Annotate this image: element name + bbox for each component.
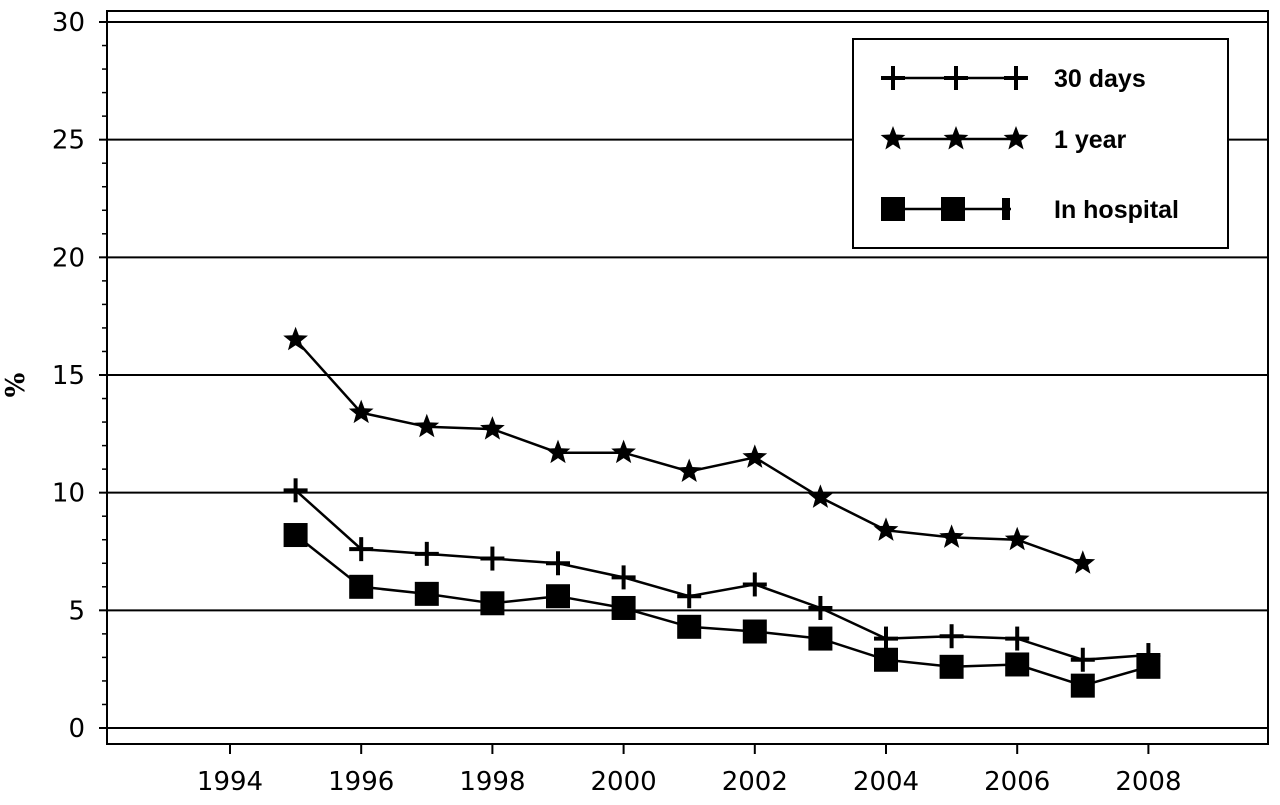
x-tick-label: 2004 (853, 767, 919, 797)
data-point-square (939, 654, 964, 679)
data-point-star (414, 413, 440, 438)
legend-label: In hospital (1054, 196, 1179, 224)
x-tick-label: 1998 (459, 767, 525, 797)
data-point-plus (1005, 626, 1030, 651)
x-tick-label: 2002 (722, 767, 788, 797)
data-point-star (939, 524, 964, 548)
legend-marker (941, 197, 965, 221)
data-point-star (676, 458, 702, 482)
series-in-hospital (283, 523, 1161, 698)
data-point-plus (611, 565, 636, 590)
x-tick-label: 2006 (984, 767, 1050, 797)
data-point-star (283, 326, 308, 351)
y-tick-label: 30 (52, 8, 85, 38)
data-point-star (873, 517, 899, 541)
data-point-square (874, 647, 898, 672)
data-point-square (480, 591, 505, 616)
legend-marker (944, 66, 968, 90)
data-point-plus (939, 624, 964, 649)
y-tick-label: 5 (68, 596, 85, 626)
legend-marker (881, 197, 905, 221)
data-point-plus (874, 626, 898, 651)
data-point-star (742, 444, 768, 468)
data-point-star (545, 439, 571, 464)
y-tick-label: 10 (52, 479, 85, 509)
data-point-plus (480, 546, 505, 571)
legend: 30 days 1 year In hospital (852, 38, 1229, 249)
data-point-square (1070, 673, 1095, 698)
grid-layer (107, 21, 1268, 729)
data-point-square (283, 523, 308, 548)
legend-marker (880, 126, 906, 150)
data-point-square (349, 574, 374, 599)
data-point-plus (349, 537, 374, 562)
data-point-plus (1070, 647, 1095, 672)
y-tick-label: 25 (52, 126, 85, 156)
data-point-square (414, 581, 439, 606)
series-line (294, 338, 1084, 565)
series-30-days (283, 478, 1161, 672)
legend-label: 1 year (1054, 126, 1127, 154)
legend-marker (1003, 126, 1029, 150)
plot-frame (106, 10, 1269, 745)
axis-layer: 0 5 10 15 20 25 30 1994 1996 1998 2000 2002 2004 2006… (1, 8, 1269, 797)
legend-marker (881, 66, 905, 90)
data-point-square (808, 626, 833, 651)
y-tick-label: 15 (52, 361, 85, 391)
data-point-square (1136, 654, 1161, 679)
data-point-square (742, 619, 767, 644)
data-point-plus (677, 584, 702, 609)
data-point-plus (546, 551, 570, 576)
x-tick-label: 2000 (591, 767, 657, 797)
data-point-plus (808, 595, 833, 620)
series-line (294, 489, 1149, 662)
data-point-square (546, 584, 570, 609)
data-point-star (1004, 526, 1030, 551)
data-point-square (1005, 652, 1030, 677)
y-tick-label: 0 (68, 714, 85, 744)
series-layer (283, 326, 1161, 698)
data-point-star (480, 416, 505, 440)
legend-item: 1 year (880, 126, 1127, 154)
data-point-plus (742, 572, 767, 597)
legend-item: 30 days (881, 65, 1146, 93)
data-point-star (611, 439, 636, 464)
series-1-year (283, 326, 1096, 574)
data-point-square (611, 595, 636, 620)
x-tick-label: 2008 (1115, 767, 1181, 797)
legend-label: 30 days (1054, 65, 1146, 93)
data-point-star (808, 484, 833, 508)
legend-marker-end (1002, 198, 1010, 220)
x-tick-label: 1994 (197, 767, 263, 797)
data-point-square (677, 614, 702, 639)
data-point-plus (283, 478, 308, 503)
legend-marker (943, 126, 969, 150)
legend-box (852, 38, 1229, 249)
legend-item: In hospital (881, 196, 1179, 224)
x-tick-label: 1996 (328, 767, 394, 797)
legend-marker (1004, 66, 1028, 90)
data-point-star (348, 399, 374, 424)
data-point-star (1070, 550, 1096, 574)
y-axis-title: % (1, 372, 31, 397)
data-point-plus (414, 541, 439, 566)
y-tick-label: 20 (52, 243, 85, 273)
